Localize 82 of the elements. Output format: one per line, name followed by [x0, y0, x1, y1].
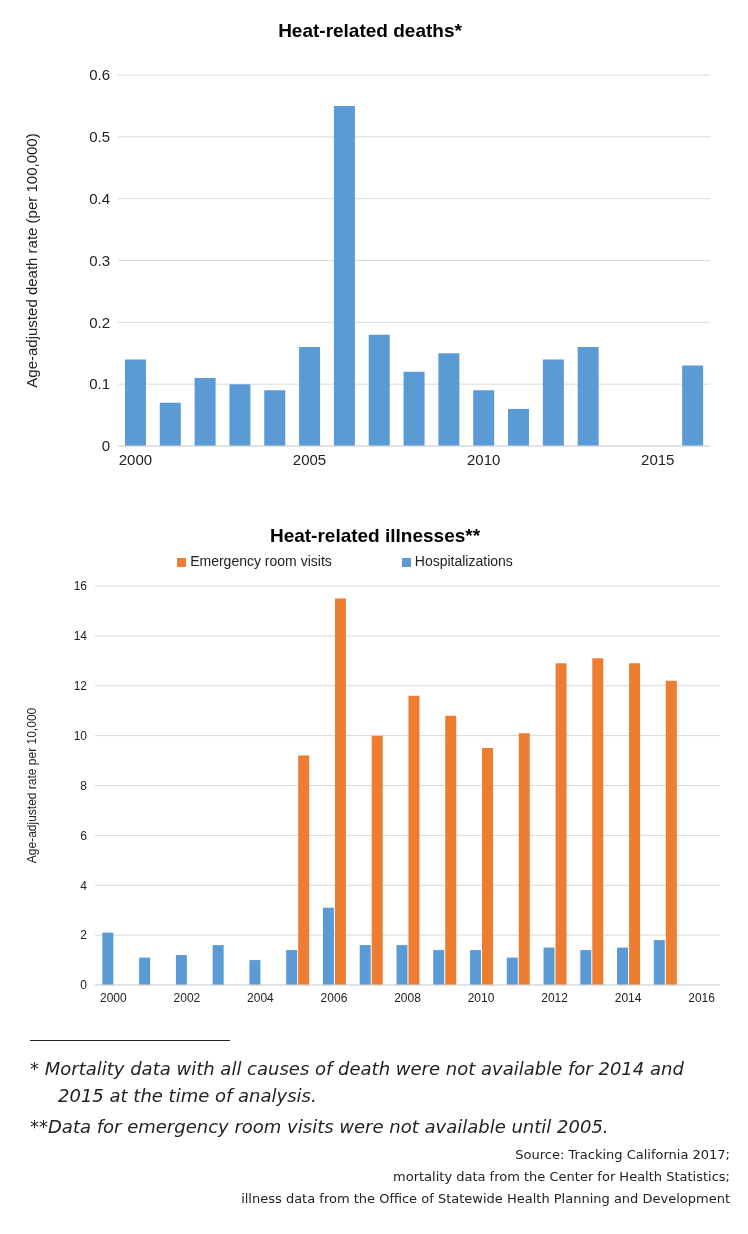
x-tick-label: 2016	[688, 990, 716, 1005]
text: mortality data from the Center for Health Statistics;	[392, 1168, 730, 1186]
x-tick-label: 2005	[292, 450, 327, 468]
legend-label: Emergency room visits	[190, 553, 332, 569]
y-tick-label: 10	[73, 728, 88, 743]
y-axis-title: Age-adjusted death rate (per 100,000)	[23, 133, 41, 388]
bar	[592, 658, 604, 985]
y-axis-title: Age-adjusted rate per 10,000	[25, 707, 40, 864]
chart-title: Heat-related deaths*	[277, 20, 463, 42]
bar	[682, 365, 704, 446]
bar	[555, 663, 567, 985]
x-tick-label: 2012	[541, 990, 569, 1005]
bar	[298, 755, 310, 985]
legend-label: Hospitalizations	[414, 553, 513, 569]
y-tick-label: 0	[80, 978, 88, 993]
bar	[473, 390, 495, 446]
bar	[506, 957, 518, 985]
bar	[617, 947, 629, 985]
bar	[371, 735, 383, 985]
x-tick-label: 2008	[394, 990, 422, 1005]
bar	[653, 940, 665, 985]
source-note: Source: Tracking California 2017;	[514, 1146, 730, 1164]
bar	[438, 353, 460, 446]
x-tick-label: 2006	[320, 990, 348, 1005]
bar	[403, 371, 425, 446]
y-tick-label: 4	[80, 878, 88, 893]
y-tick-label: 2	[80, 928, 88, 943]
x-tick-label: 2010	[467, 990, 495, 1005]
bar	[508, 408, 530, 446]
y-tick-label: 0.6	[89, 66, 110, 84]
y-tick-label: 0.1	[89, 375, 110, 393]
x-tick-label: 2000	[118, 450, 153, 468]
text: illness data from the Office of Statewide Health Planning and Development	[240, 1190, 730, 1208]
bar	[334, 598, 346, 985]
bar	[408, 695, 420, 985]
x-tick-label: 2014	[614, 990, 642, 1005]
y-tick-label: 0.2	[89, 313, 110, 331]
bar	[433, 950, 445, 985]
bar	[286, 950, 298, 985]
y-tick-label: 16	[73, 579, 88, 594]
y-tick-label: 0	[101, 437, 110, 455]
bar	[368, 334, 390, 446]
text: **Data for emergency room visits were not available until 2005.	[30, 1115, 610, 1139]
bar	[229, 384, 251, 446]
chart-title: Heat-related illnesses**	[268, 525, 482, 547]
x-tick-label: 2010	[466, 450, 501, 468]
bar	[175, 955, 187, 985]
bar	[212, 945, 224, 985]
y-tick-label: 0.5	[89, 128, 110, 146]
bar	[580, 950, 592, 985]
bar	[139, 957, 151, 985]
bar	[322, 907, 334, 985]
x-tick-label: 2015	[641, 450, 675, 468]
bar	[359, 945, 371, 985]
bar	[396, 945, 408, 985]
bar	[629, 663, 641, 985]
bar	[102, 932, 114, 985]
x-tick-label: 2002	[173, 990, 201, 1005]
bar	[264, 390, 286, 446]
bar	[542, 359, 564, 446]
y-tick-label: 14	[73, 629, 88, 644]
bar	[518, 733, 530, 985]
y-tick-label: 8	[80, 778, 88, 793]
bar	[124, 359, 146, 446]
x-tick-label: 2004	[247, 990, 275, 1005]
y-tick-label: 0.3	[89, 251, 110, 269]
bar	[482, 748, 493, 985]
bar	[665, 680, 677, 985]
bar	[194, 377, 216, 446]
y-tick-label: 6	[80, 828, 88, 843]
text: * Mortality data with all causes of death were not available for 2014 and 2015 at the time of analysis.	[30, 1057, 685, 1108]
bar	[159, 402, 181, 446]
bar	[249, 960, 261, 985]
bar	[577, 347, 599, 446]
bar	[299, 347, 321, 446]
bar	[333, 105, 355, 446]
y-tick-label: 0.4	[89, 189, 110, 207]
y-tick-label: 12	[73, 679, 88, 694]
x-tick-label: 2000	[100, 990, 128, 1005]
bar	[543, 947, 555, 985]
bar	[470, 950, 481, 985]
bar	[445, 715, 457, 985]
